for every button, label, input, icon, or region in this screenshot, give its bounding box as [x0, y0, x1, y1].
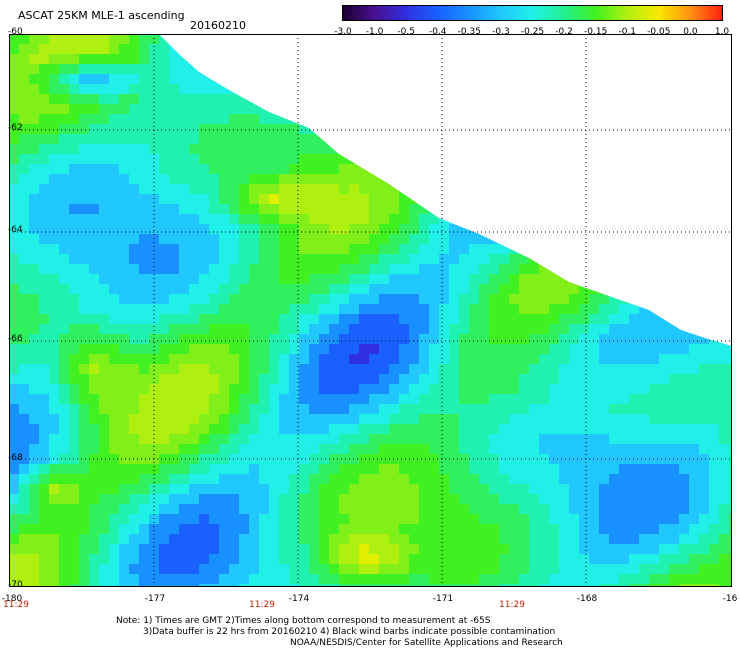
lon-label-165: -16	[722, 594, 738, 604]
lon-label-174: -174	[288, 594, 310, 604]
lat-label-62: -62	[8, 123, 23, 133]
lon-label-168: -168	[576, 594, 598, 604]
color-scale-label: -0.25	[520, 27, 545, 37]
note-line-3: NOAA/NESDIS/Center for Satellite Applica…	[290, 638, 563, 648]
lat-label-68: -68	[8, 453, 23, 463]
lat-label-64: -64	[8, 225, 23, 235]
color-scale-label: -0.35	[457, 27, 481, 37]
note-line-2: 3)Data buffer is 22 hrs from 20160210 4)…	[143, 627, 556, 637]
color-scale-label: -0.5	[397, 27, 415, 37]
lat-label-60: -60	[8, 27, 23, 37]
time-label-2: 11:29	[249, 600, 275, 610]
wind-field-map	[9, 34, 732, 587]
color-scale-label: -0.05	[647, 27, 671, 37]
color-scale-label: -3.0	[334, 27, 352, 37]
color-scale-label: -0.1	[618, 27, 637, 37]
color-scale-label: -0.2	[555, 27, 573, 37]
no-data-region	[159, 34, 732, 346]
color-scale-label: -0.3	[492, 27, 510, 37]
time-label-1: 11:29	[3, 600, 29, 610]
color-scale-bar	[342, 5, 723, 21]
color-scale-label: 0.0	[683, 27, 698, 37]
lat-label-66: -66	[8, 334, 23, 344]
color-scale-gradient	[343, 6, 722, 20]
color-scale-label: -1.0	[365, 27, 384, 37]
time-label-3: 11:29	[499, 600, 525, 610]
product-date: 20160210	[190, 19, 246, 32]
lon-label-177: -177	[144, 594, 166, 604]
lat-lon-grid	[9, 34, 732, 587]
note-line-1: Note: 1) Times are GMT 2)Times along bot…	[116, 616, 491, 626]
map-border	[9, 34, 732, 587]
product-title: ASCAT 25KM MLE-1 ascending	[18, 9, 185, 22]
lat-label-70: -70	[8, 580, 23, 590]
color-scale-label: 1.0	[714, 27, 730, 37]
lon-label-171: -171	[432, 594, 454, 604]
color-scale-label: -0.4	[428, 27, 447, 37]
lon-label-180: -180	[1, 594, 23, 604]
color-scale-label: -0.15	[584, 27, 608, 37]
